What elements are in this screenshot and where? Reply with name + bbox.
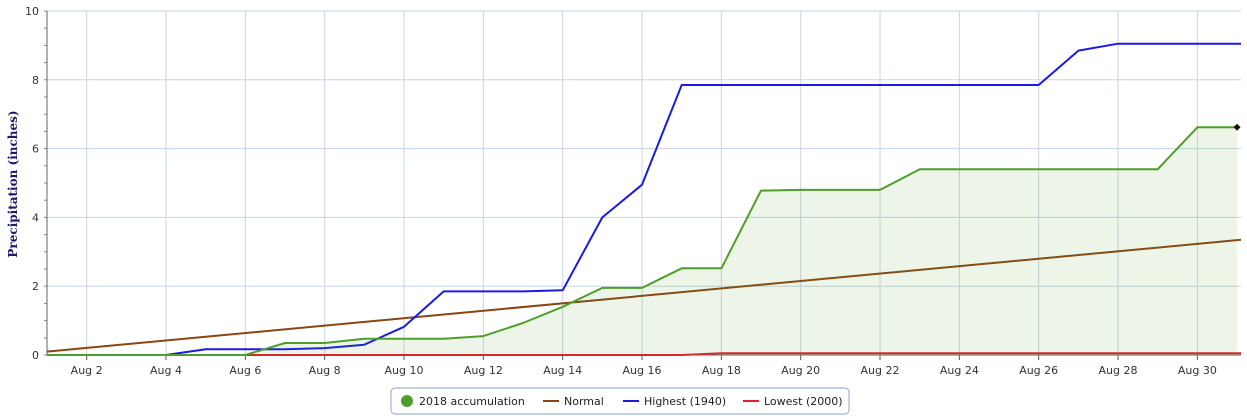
x-tick-label: Aug 4: [150, 364, 182, 377]
y-tick-label: 10: [25, 5, 39, 18]
legend: 2018 accumulation Normal Highest (1940) Low…: [390, 387, 850, 415]
x-tick-label: Aug 28: [1099, 364, 1138, 377]
x-tick-label: Aug 16: [623, 364, 662, 377]
y-tick-label: 0: [32, 349, 39, 362]
x-tick-label: Aug 8: [309, 364, 341, 377]
legend-label-2018-accumulation: 2018 accumulation: [419, 395, 525, 408]
y-axis-title: Precipitation (inches): [6, 110, 20, 257]
x-tick-label: Aug 14: [543, 364, 582, 377]
y-tick-label: 6: [32, 143, 39, 156]
x-tick-label: Aug 20: [781, 364, 820, 377]
series-line-normal: [46, 238, 1242, 353]
x-tick-label: Aug 2: [71, 364, 103, 377]
legend-label-lowest-2000: Lowest (2000): [764, 395, 843, 408]
series-area-2018-accumulation: [47, 127, 1237, 355]
x-tick-label: Aug 12: [464, 364, 503, 377]
series-line-lowest-2000: [47, 352, 1241, 356]
legend-label-normal: Normal: [564, 395, 604, 408]
y-tick-label: 2: [32, 280, 39, 293]
legend-marker-2018-accumulation: [401, 395, 413, 407]
x-tick-label: Aug 18: [702, 364, 741, 377]
x-tick-label: Aug 26: [1019, 364, 1058, 377]
x-tick-label: Aug 24: [940, 364, 979, 377]
y-tick-label: 4: [32, 211, 39, 224]
x-tick-label: Aug 6: [229, 364, 261, 377]
series-line-2018-accumulation: [47, 126, 1237, 356]
legend-box: [390, 387, 850, 415]
x-tick-label: Aug 10: [385, 364, 424, 377]
x-tick-label: Aug 30: [1178, 364, 1217, 377]
y-tick-label: 8: [32, 74, 39, 87]
series-line-highest-1940: [47, 42, 1241, 356]
legend-label-highest-1940: Highest (1940): [644, 395, 726, 408]
series-layer: [46, 42, 1242, 356]
x-tick-label: Aug 22: [861, 364, 900, 377]
last-point-marker: [1233, 123, 1241, 131]
